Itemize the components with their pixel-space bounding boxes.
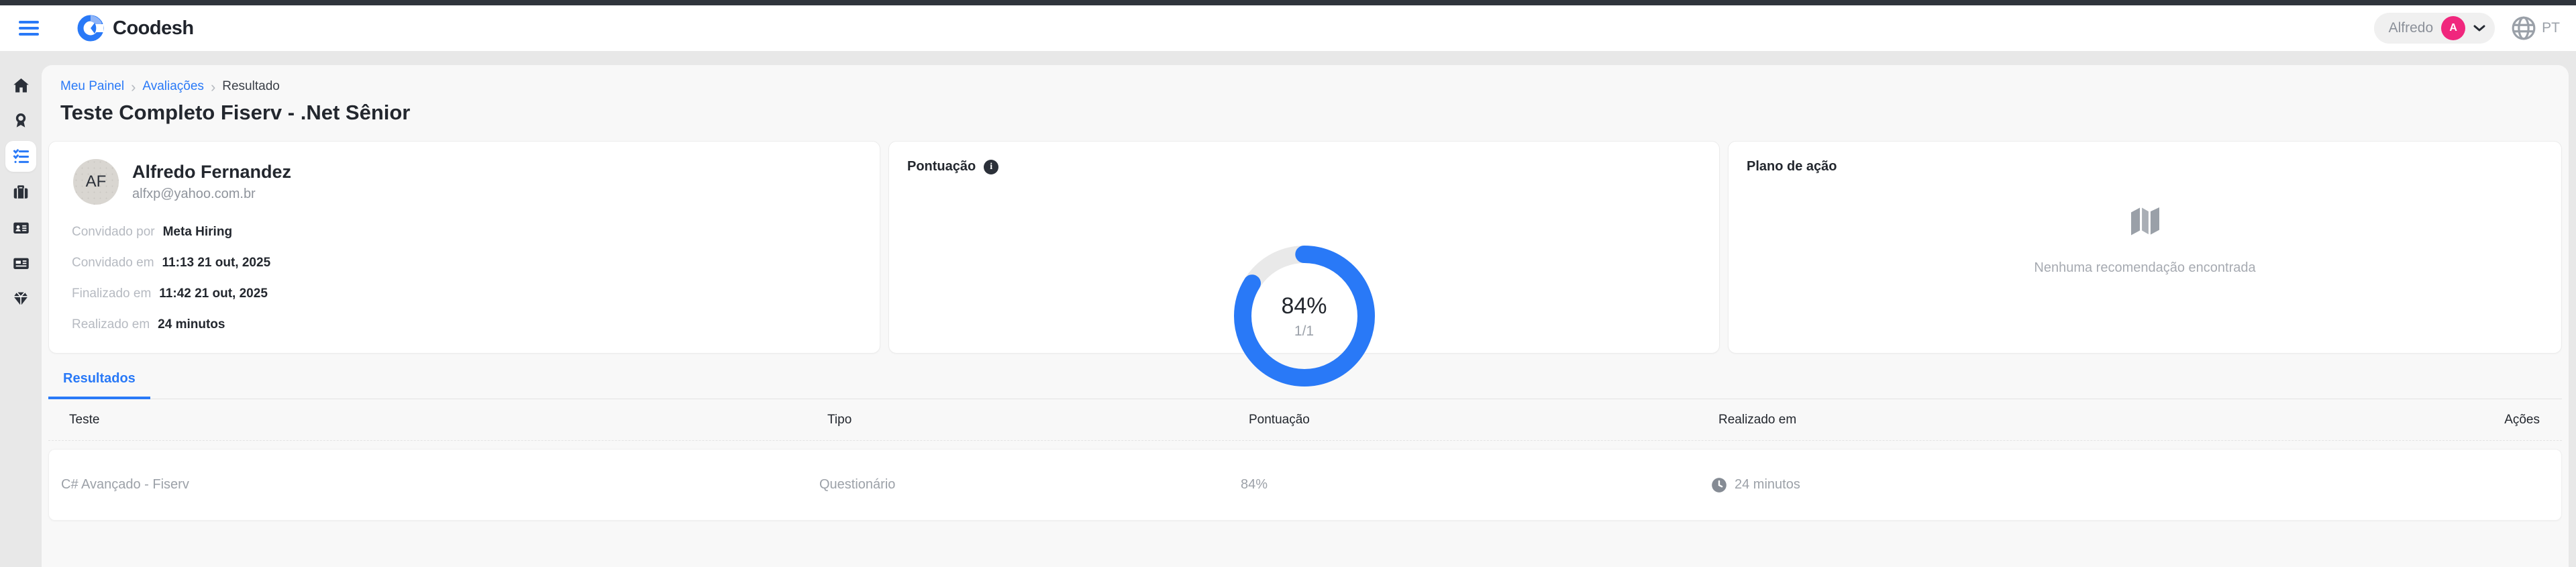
sidebar-item-candidates[interactable] <box>5 212 36 243</box>
results-tabs: Resultados <box>48 371 2562 399</box>
map-icon <box>2126 203 2165 240</box>
table-row[interactable]: C# Avançado - Fiserv Questionário 84% 24… <box>48 449 2562 521</box>
page-title: Teste Completo Fiserv - .Net Sênior <box>60 101 411 124</box>
brand-name: Coodesh <box>113 17 194 39</box>
score-fraction: 1/1 <box>1294 323 1315 339</box>
breadcrumb-separator: › <box>210 78 216 95</box>
breadcrumb: Meu Painel › Avaliações › Resultado <box>60 79 2562 94</box>
brand-logo[interactable]: Coodesh <box>76 14 194 42</box>
user-menu-button[interactable]: Alfredo A <box>2373 13 2495 44</box>
clock-icon <box>1710 476 1728 494</box>
candidate-field-invited-by: Convidado por Meta Hiring <box>72 225 233 239</box>
main-panel: Meu Painel › Avaliações › Resultado Test… <box>42 65 2569 567</box>
candidate-field-finished-at: Finalizado em 11:42 21 out, 2025 <box>72 287 268 301</box>
id-card-icon <box>12 219 30 237</box>
action-plan-title: Plano de ação <box>1747 159 1837 174</box>
score-donut-arc <box>1233 246 1375 386</box>
language-label: PT <box>2542 20 2560 36</box>
home-icon <box>12 76 30 95</box>
user-avatar: A <box>2441 16 2466 40</box>
breadcrumb-link-avaliacoes[interactable]: Avaliações <box>142 79 204 93</box>
column-header-realizado-em: Realizado em <box>1718 412 1797 427</box>
row-test-type: Questionário <box>819 477 896 492</box>
coodesh-logo-icon <box>76 14 105 42</box>
results-table-header: Teste Tipo Pontuação Realizado em Ações <box>48 399 2562 441</box>
column-header-pontuacao: Pontuação <box>1249 412 1310 427</box>
briefcase-icon <box>12 183 30 201</box>
action-plan-empty-text: Nenhuma recomendação encontrada <box>2034 260 2256 275</box>
breadcrumb-separator: › <box>131 78 136 95</box>
sidebar-item-home[interactable] <box>5 70 36 101</box>
row-duration: 24 minutos <box>1710 476 2459 494</box>
column-header-teste: Teste <box>69 412 100 427</box>
tab-resultados[interactable]: Resultados <box>48 371 150 399</box>
globe-icon <box>2511 15 2536 41</box>
sidebar-nav <box>0 51 42 567</box>
diamond-icon <box>11 289 30 308</box>
row-score: 84% <box>1241 477 1268 492</box>
candidate-name: Alfredo Fernandez <box>132 162 292 182</box>
window-top-strip <box>0 0 2576 5</box>
language-switcher[interactable]: PT <box>2511 15 2560 41</box>
candidate-email: alfxp@yahoo.com.br <box>132 187 256 201</box>
sidebar-item-news[interactable] <box>5 248 36 278</box>
column-header-acoes: Ações <box>2504 412 2540 427</box>
checklist-icon <box>12 148 30 166</box>
newspaper-icon <box>12 254 30 272</box>
sidebar-item-jobs[interactable] <box>5 176 36 207</box>
action-plan-card: Plano de ação Nenhuma recomendação encon… <box>1728 141 2562 354</box>
breadcrumb-link-painel[interactable]: Meu Painel <box>60 79 125 93</box>
candidate-field-invited-at: Convidado em 11:13 21 out, 2025 <box>72 256 271 270</box>
app-header: Coodesh Alfredo A PT <box>0 5 2576 51</box>
breadcrumb-current: Resultado <box>222 79 280 93</box>
user-name: Alfredo <box>2388 20 2434 36</box>
sidebar-item-certificates[interactable] <box>5 105 36 136</box>
candidate-avatar: AF <box>73 159 119 205</box>
summary-cards-row: AF Alfredo Fernandez alfxp@yahoo.com.br … <box>48 141 2562 386</box>
chevron-down-icon <box>2473 25 2485 32</box>
menu-toggle-icon[interactable] <box>19 21 39 36</box>
row-test-name: C# Avançado - Fiserv <box>61 477 189 492</box>
award-icon <box>12 112 30 130</box>
info-icon[interactable]: i <box>984 159 999 174</box>
score-percent: 84% <box>1281 293 1327 319</box>
column-header-tipo: Tipo <box>827 412 852 427</box>
candidate-field-duration: Realizado em 24 minutos <box>72 317 225 331</box>
candidate-card: AF Alfredo Fernandez alfxp@yahoo.com.br … <box>48 141 880 354</box>
score-card: Pontuação i 84% 1/1 <box>888 141 1720 386</box>
sidebar-item-premium[interactable] <box>5 283 36 314</box>
sidebar-item-assessments[interactable] <box>5 141 36 172</box>
score-donut-chart: 84% 1/1 <box>1225 237 1384 395</box>
score-card-title: Pontuação <box>907 159 976 174</box>
